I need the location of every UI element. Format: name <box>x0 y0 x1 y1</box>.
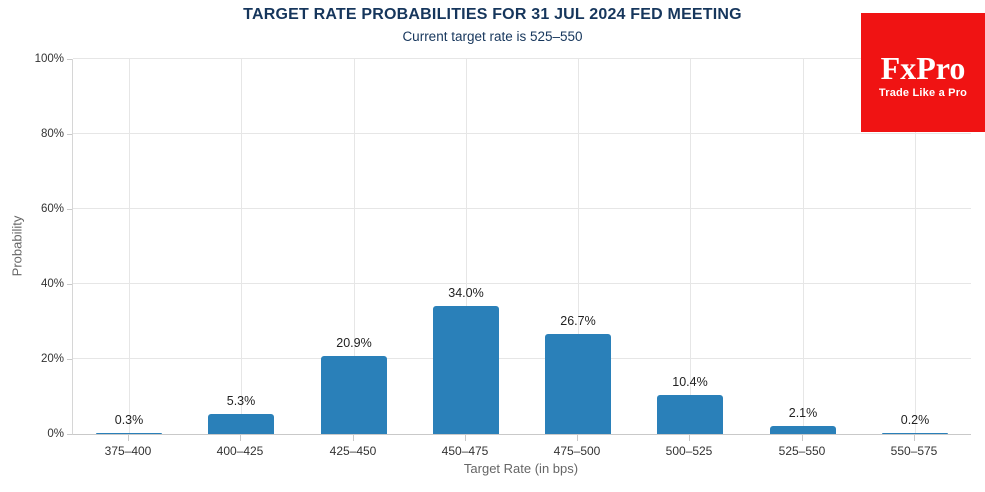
fxpro-logo-tagline: Trade Like a Pro <box>878 86 968 99</box>
x-tick-label: 425–450 <box>329 444 377 458</box>
x-tick-label: 375–400 <box>104 444 152 458</box>
y-tick-label: 0% <box>47 428 64 440</box>
y-axis-tick <box>67 434 72 435</box>
y-tick-label: 100% <box>34 53 64 65</box>
x-axis-tick <box>914 435 915 441</box>
y-tick-label: 60% <box>40 203 64 215</box>
h-gridline <box>73 208 971 209</box>
x-axis-tick <box>353 435 354 441</box>
x-tick-label: 500–525 <box>665 444 713 458</box>
bar[interactable] <box>770 426 836 434</box>
x-tick-label: 400–425 <box>216 444 264 458</box>
y-axis-tick <box>67 359 72 360</box>
v-gridline <box>803 59 804 434</box>
y-axis-tick <box>67 209 72 210</box>
x-tick-label: 475–500 <box>553 444 601 458</box>
x-axis-tick <box>802 435 803 441</box>
bar-value-label: 34.0% <box>448 286 484 300</box>
bar-value-label: 5.3% <box>226 394 256 408</box>
chart-subtitle: Current target rate is 525–550 <box>402 29 583 44</box>
bar[interactable] <box>321 356 387 434</box>
x-axis-tick <box>465 435 466 441</box>
y-tick-label: 40% <box>40 278 64 290</box>
x-axis-tick <box>240 435 241 441</box>
v-gridline <box>241 59 242 434</box>
y-tick-label: 80% <box>40 128 64 140</box>
x-axis-tick <box>577 435 578 441</box>
x-axis-title: Target Rate (in bps) <box>463 461 579 476</box>
v-gridline <box>129 59 130 434</box>
fxpro-logo-wordmark: FxPro <box>880 49 966 86</box>
bar-value-label: 20.9% <box>336 336 372 350</box>
x-tick-label: 525–550 <box>778 444 826 458</box>
h-gridline <box>73 58 971 59</box>
v-gridline <box>354 59 355 434</box>
v-gridline <box>915 59 916 434</box>
chart-title: TARGET RATE PROBABILITIES FOR 31 JUL 202… <box>243 6 742 23</box>
bar[interactable] <box>208 414 274 434</box>
v-gridline <box>690 59 691 434</box>
bar-value-label: 2.1% <box>788 406 818 420</box>
bar[interactable] <box>657 395 723 434</box>
plot-area: 0.3% 5.3% 20.9% 34.0% 26.7% 10.4% 2.1% 0.2% <box>72 58 971 435</box>
fxpro-logo: FxPro Trade Like a Pro <box>861 13 985 132</box>
x-tick-label: 550–575 <box>890 444 938 458</box>
y-axis-tick <box>67 134 72 135</box>
bar[interactable] <box>882 433 948 434</box>
bar-value-label: 10.4% <box>672 375 708 389</box>
y-axis-tick <box>67 284 72 285</box>
y-tick-label: 20% <box>40 353 64 365</box>
h-gridline <box>73 358 971 359</box>
bar-value-label: 26.7% <box>560 314 596 328</box>
bar-value-label: 0.3% <box>114 413 144 427</box>
bar[interactable] <box>545 334 611 434</box>
y-axis-tick <box>67 59 72 60</box>
h-gridline <box>73 283 971 284</box>
bar-value-label: 0.2% <box>900 413 930 427</box>
v-gridline <box>466 59 467 434</box>
h-gridline <box>73 133 971 134</box>
x-axis-tick <box>128 435 129 441</box>
v-gridline <box>578 59 579 434</box>
bar[interactable] <box>96 433 162 434</box>
x-axis-tick <box>689 435 690 441</box>
bar[interactable] <box>433 306 499 434</box>
x-tick-label: 450–475 <box>441 444 489 458</box>
y-axis-title: Probability <box>9 215 25 277</box>
